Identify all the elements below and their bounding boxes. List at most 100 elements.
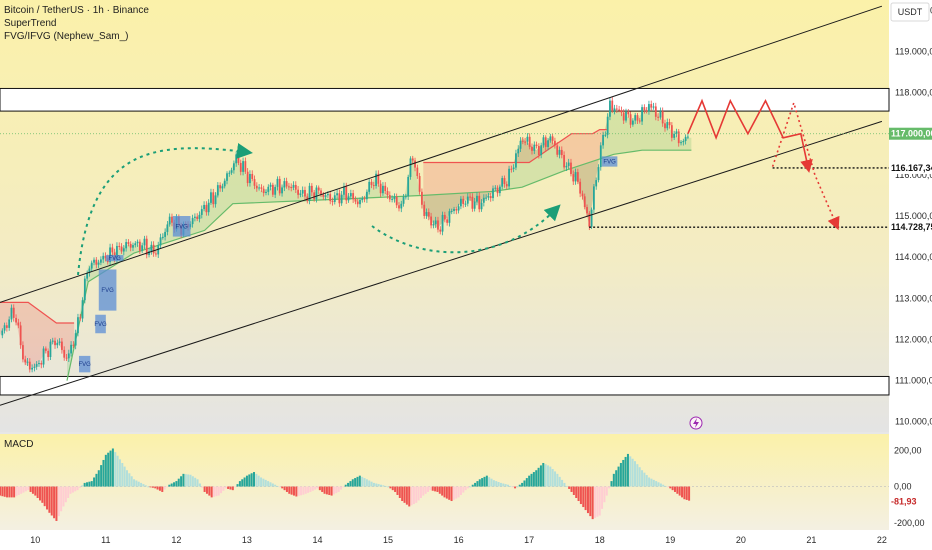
candle-body [145, 238, 148, 256]
candle-body [161, 236, 164, 238]
macd-bar [657, 482, 660, 487]
macd-bar [118, 459, 121, 487]
candle-body [1, 330, 4, 336]
candle-body [535, 144, 538, 146]
macd-bar [532, 472, 535, 487]
macd-bar [436, 486, 439, 492]
macd-bar [551, 469, 554, 487]
macd-bar [354, 478, 357, 487]
candle-body [363, 198, 366, 200]
supertrend-down-line-1 [0, 301, 75, 324]
supertrend-down-fill-1 [0, 302, 75, 369]
indicator-fvg-label[interactable]: FVG/IFVG (Nephew_Sam_) [4, 31, 128, 42]
candle-body [558, 149, 561, 155]
candle-body [8, 319, 11, 328]
candle-body [631, 120, 634, 125]
macd-bar [309, 486, 312, 492]
candle-body [670, 125, 673, 138]
candle-body [297, 189, 299, 195]
macd-bar [20, 486, 23, 494]
candle-body [12, 307, 15, 318]
flash-icon[interactable] [689, 416, 703, 430]
candle-body [473, 201, 476, 209]
candle-body [10, 307, 13, 320]
macd-bar [1, 486, 4, 497]
macd-bar [631, 458, 634, 487]
macd-bar [368, 480, 371, 487]
macd-bar [22, 486, 25, 493]
macd-tick-label: 0,00 [894, 482, 912, 492]
candle-body [226, 173, 228, 181]
macd-bar [126, 470, 128, 487]
macd-bar [76, 486, 79, 491]
macd-bar [455, 486, 458, 499]
macd-bar [245, 475, 248, 487]
macd-bar [318, 486, 321, 491]
macd-bar [227, 486, 230, 489]
macd-bar [521, 482, 524, 487]
macd-bar [441, 486, 444, 496]
currency-button[interactable] [890, 2, 930, 22]
macd-bar [161, 486, 164, 492]
macd-bar [419, 486, 422, 498]
macd-bar [116, 455, 119, 487]
macd-bar [549, 466, 552, 487]
macd-bar [295, 486, 298, 497]
macd-bar [495, 481, 498, 487]
level-price-tag-2: 114.728,75 [891, 222, 932, 232]
macd-bar [57, 486, 60, 517]
macd-bar [528, 475, 531, 487]
candle-body [271, 184, 274, 195]
indicator-supertrend-label[interactable]: SuperTrend [4, 18, 56, 29]
candle-body [31, 367, 34, 370]
macd-bar [384, 485, 387, 487]
chart-title: Bitcoin / TetherUS · 1h · Binance [4, 5, 149, 16]
macd-bar [396, 486, 399, 495]
macd-bar [328, 486, 331, 495]
candle-body [402, 196, 405, 204]
candle-body [372, 185, 375, 187]
macd-bar [351, 479, 354, 487]
candle-body [276, 178, 279, 187]
macd-bar [391, 486, 394, 491]
macd-bar [269, 482, 272, 487]
candle-body [466, 196, 469, 204]
macd-label[interactable]: MACD [4, 439, 33, 450]
candle-body [361, 198, 364, 200]
macd-bar [586, 486, 589, 514]
macd-bar [81, 485, 84, 487]
macd-bar [572, 486, 575, 495]
macd-bar [645, 475, 648, 487]
candle-body [460, 198, 462, 207]
macd-bar [452, 486, 455, 500]
macd-bar [525, 478, 528, 487]
macd-bar [307, 486, 310, 493]
macd-bar [356, 476, 359, 487]
macd-bar [673, 486, 676, 492]
candle-body [194, 216, 196, 218]
candle-body [51, 340, 54, 342]
macd-bar [121, 462, 124, 487]
macd-bar [74, 486, 77, 492]
candle-body [345, 186, 348, 201]
candle-body [593, 186, 595, 210]
macd-bar [46, 486, 49, 510]
candle-body [664, 123, 666, 129]
date-tick-label: 10 [30, 535, 40, 545]
candle-body [308, 185, 311, 201]
candle-body [134, 243, 137, 246]
candle-body [583, 196, 586, 208]
macd-bar [382, 485, 385, 487]
candle-body [129, 243, 132, 248]
fvg-box [105, 255, 124, 262]
candle-body [464, 203, 467, 205]
date-tick-label: 21 [806, 535, 816, 545]
macd-bar [337, 486, 340, 492]
level-price-tag-1-box [889, 161, 932, 174]
macd-bar [375, 483, 378, 487]
macd-bar [142, 484, 145, 487]
macd-bar [612, 473, 615, 487]
candle-body [370, 181, 373, 186]
macd-bar [344, 484, 347, 487]
macd-bar [177, 478, 180, 487]
